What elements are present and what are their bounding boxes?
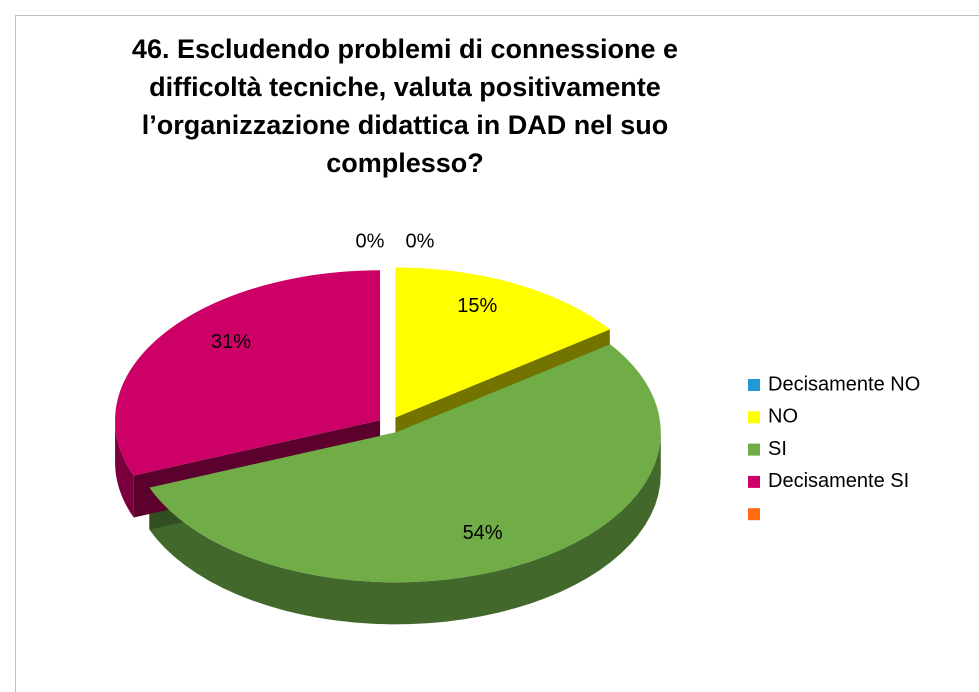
chart-title: 46. Escludendo problemi di connessione e… [131, 34, 679, 178]
data-label: 31% [211, 331, 251, 353]
legend-swatch [748, 508, 760, 521]
legend-label: Decisamente NO [768, 373, 920, 395]
data-label: 0% [356, 230, 385, 252]
legend-swatch [748, 379, 760, 391]
legend-label: SI [768, 438, 787, 460]
slice [395, 267, 610, 418]
slice [115, 270, 381, 476]
slice [149, 344, 661, 583]
legend-label: Decisamente SI [768, 470, 909, 492]
legend-swatch [748, 411, 760, 424]
data-label: 54% [463, 522, 503, 544]
data-label: 0% [406, 230, 435, 252]
slice-side [115, 420, 134, 518]
legend-label: NO [768, 406, 798, 428]
data-label: 15% [457, 295, 497, 317]
slice-side [149, 432, 661, 625]
legend-swatch [748, 475, 760, 488]
legend-swatch [748, 443, 760, 456]
